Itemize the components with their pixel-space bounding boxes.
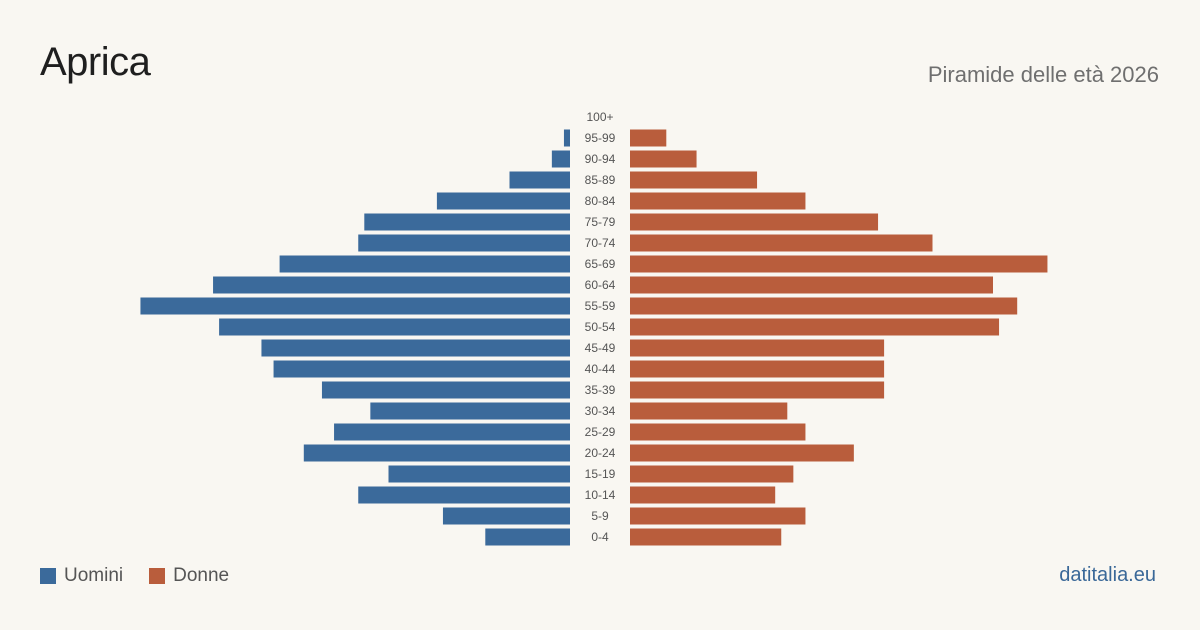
bar-men-35-39: [321, 381, 570, 399]
chart-subtitle: Piramide delle età 2026: [927, 62, 1159, 87]
legend: Uomini Donne: [40, 565, 255, 587]
bar-women-10-14: [630, 486, 776, 504]
age-label-25-29: 25-29: [585, 425, 616, 439]
bar-women-55-59: [630, 297, 1018, 315]
bar-men-90-94: [551, 150, 570, 168]
bar-men-75-79: [364, 213, 570, 231]
bar-men-15-19: [388, 465, 570, 483]
age-label-20-24: 20-24: [585, 446, 616, 460]
legend-swatch-men: [40, 568, 56, 584]
age-label-35-39: 35-39: [585, 383, 616, 397]
age-label-30-34: 30-34: [585, 404, 616, 418]
bar-men-10-14: [358, 486, 570, 504]
legend-swatch-women: [149, 568, 166, 584]
bar-women-85-89: [630, 171, 758, 189]
age-label-60-64: 60-64: [585, 278, 616, 292]
age-label-100+: 100+: [586, 110, 613, 124]
bar-men-95-99: [563, 129, 570, 147]
age-label-40-44: 40-44: [585, 362, 616, 376]
age-label-10-14: 10-14: [585, 488, 616, 502]
bar-men-0-4: [485, 528, 570, 546]
bar-women-50-54: [630, 318, 1000, 336]
bar-men-45-49: [261, 339, 570, 357]
bar-women-30-34: [630, 402, 788, 420]
bar-men-60-64: [213, 276, 571, 294]
bar-men-80-84: [436, 192, 570, 210]
bar-women-75-79: [630, 213, 879, 231]
age-label-5-9: 5-9: [591, 509, 609, 523]
bar-women-25-29: [630, 423, 806, 441]
age-label-90-94: 90-94: [585, 152, 616, 166]
bar-men-85-89: [509, 171, 570, 189]
bar-women-65-69: [630, 255, 1048, 273]
bar-women-70-74: [630, 234, 933, 252]
bar-women-60-64: [630, 276, 993, 294]
population-pyramid: 100+ 95-99 90-94 85-89 80-84 75-79 70-74 65-69 6…: [140, 110, 1048, 546]
bar-men-70-74: [358, 234, 570, 252]
bar-men-5-9: [442, 507, 570, 525]
legend-item-men: Uomini: [40, 565, 123, 587]
bar-men-20-24: [303, 444, 570, 462]
age-label-15-19: 15-19: [585, 467, 616, 481]
bar-women-0-4: [630, 528, 782, 546]
chart-title: Aprica: [40, 40, 151, 84]
bar-women-80-84: [630, 192, 806, 210]
bar-women-45-49: [630, 339, 885, 357]
age-label-50-54: 50-54: [585, 320, 616, 334]
bar-men-30-34: [370, 402, 570, 420]
legend-label-women: Donne: [173, 565, 230, 586]
bar-men-50-54: [219, 318, 570, 336]
bar-men-55-59: [140, 297, 570, 315]
bar-women-20-24: [630, 444, 854, 462]
legend-item-women: Donne: [149, 565, 229, 587]
bar-men-65-69: [279, 255, 570, 273]
legend-label-men: Uomini: [64, 565, 124, 586]
age-label-80-84: 80-84: [585, 194, 616, 208]
age-label-75-79: 75-79: [585, 215, 616, 229]
age-label-0-4: 0-4: [591, 530, 609, 544]
bar-women-35-39: [630, 381, 885, 399]
age-label-95-99: 95-99: [585, 131, 616, 145]
age-label-65-69: 65-69: [585, 257, 616, 271]
age-label-45-49: 45-49: [585, 341, 616, 355]
age-label-55-59: 55-59: [585, 299, 616, 313]
bar-women-5-9: [630, 507, 806, 525]
bar-women-90-94: [630, 150, 697, 168]
bar-men-25-29: [334, 423, 570, 441]
brand-link[interactable]: datitalia.eu: [1059, 564, 1156, 586]
bar-women-40-44: [630, 360, 885, 378]
bar-women-95-99: [630, 129, 667, 147]
age-label-70-74: 70-74: [585, 236, 616, 250]
bar-men-40-44: [273, 360, 570, 378]
bar-women-15-19: [630, 465, 794, 483]
age-label-85-89: 85-89: [585, 173, 616, 187]
